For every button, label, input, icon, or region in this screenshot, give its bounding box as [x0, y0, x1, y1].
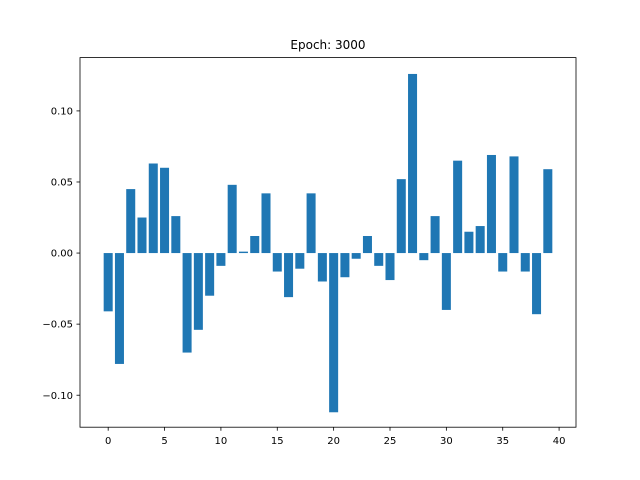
x-tick-label: 0 [105, 436, 111, 447]
bar-37 [520, 253, 530, 272]
bar-7 [182, 253, 192, 353]
x-tick-label: 10 [215, 436, 228, 447]
plot-frame [79, 57, 577, 428]
bar-35 [498, 253, 508, 272]
bar-13 [250, 236, 260, 254]
x-tick-label: 15 [271, 436, 284, 447]
bar-10 [216, 253, 226, 266]
x-tick-label: 35 [496, 436, 509, 447]
bar-25 [385, 253, 395, 281]
bar-27 [408, 73, 418, 254]
bar-16 [284, 253, 294, 298]
bar-22 [351, 253, 361, 259]
x-tick-label: 40 [553, 436, 566, 447]
bar-18 [306, 193, 316, 254]
bar-8 [193, 253, 203, 330]
bar-1 [114, 253, 124, 364]
bar-3 [137, 217, 147, 254]
bar-34 [486, 154, 496, 254]
bar-33 [475, 226, 485, 254]
x-tick-label: 5 [161, 436, 167, 447]
y-tick-label: −0.10 [42, 391, 73, 402]
bar-36 [509, 156, 519, 254]
y-tick-label: −0.05 [42, 320, 73, 331]
bar-14 [261, 193, 271, 254]
bar-15 [272, 253, 282, 272]
x-tick-label: 25 [384, 436, 397, 447]
bar-4 [148, 163, 158, 254]
bar-20 [329, 253, 339, 413]
bar-26 [396, 179, 406, 254]
y-tick-label: 0.05 [51, 178, 73, 189]
y-tick-label: 0.10 [51, 107, 73, 118]
bar-0 [103, 253, 113, 312]
bar-17 [295, 253, 305, 269]
bar-12 [238, 251, 248, 254]
bar-2 [126, 189, 136, 254]
x-tick-label: 20 [327, 436, 340, 447]
bar-23 [362, 236, 372, 254]
bar-21 [340, 253, 350, 278]
bar-9 [205, 253, 215, 296]
bars-group [103, 73, 553, 413]
y-tick-label: 0.00 [51, 249, 73, 260]
bar-32 [464, 231, 474, 254]
x-axis: 0 5 10 15 20 25 30 35 40 [105, 427, 565, 447]
bar-30 [441, 253, 451, 310]
chart-title: Epoch: 3000 [290, 38, 365, 52]
bar-29 [430, 216, 440, 254]
bar-24 [374, 253, 384, 266]
bar-39 [543, 169, 553, 254]
bar-6 [171, 216, 181, 254]
bar-5 [160, 167, 170, 254]
bar-19 [317, 253, 327, 282]
bar-38 [532, 253, 542, 315]
bar-31 [453, 160, 463, 254]
bar-11 [227, 184, 237, 254]
bar-28 [419, 253, 429, 261]
y-axis: −0.10 −0.05 0.00 0.05 0.10 [42, 107, 80, 402]
x-tick-label: 30 [440, 436, 453, 447]
